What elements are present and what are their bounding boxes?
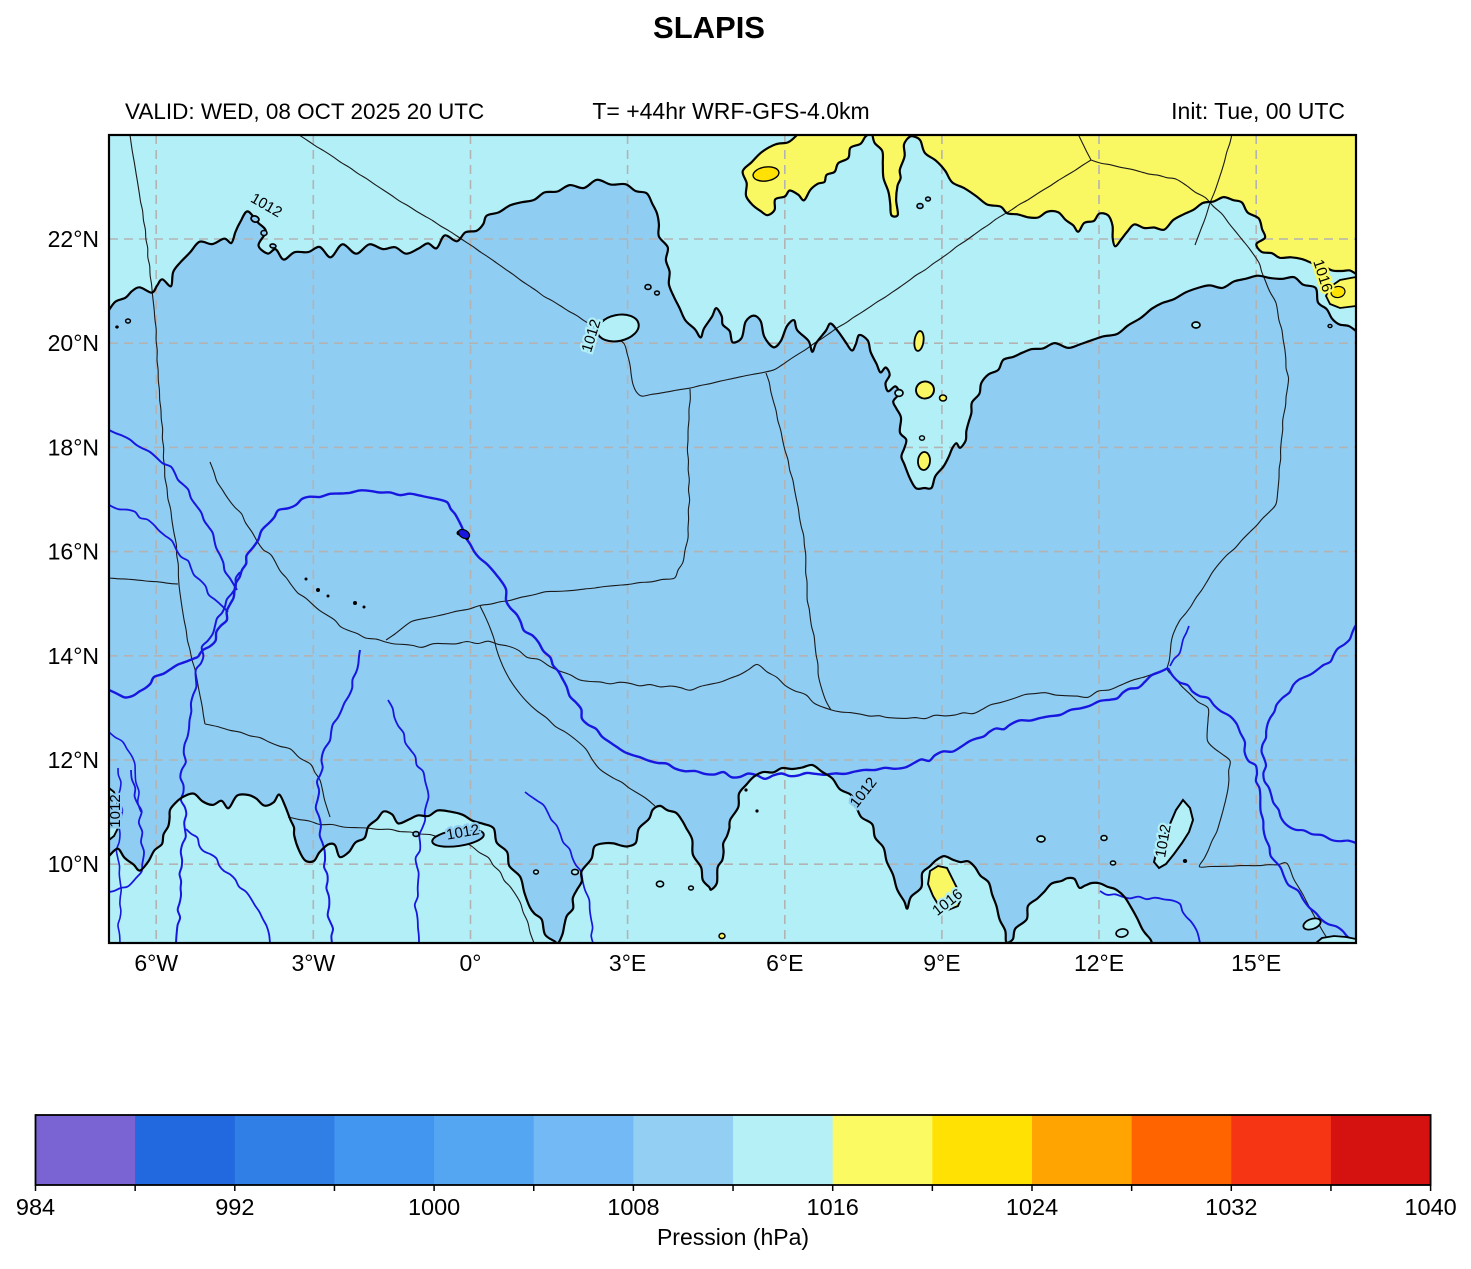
- svg-text:14°N: 14°N: [48, 643, 99, 669]
- svg-text:10°N: 10°N: [48, 851, 99, 877]
- svg-text:20°N: 20°N: [48, 330, 99, 356]
- svg-text:Init: Tue, 00 UTC: Init: Tue, 00 UTC: [1171, 98, 1345, 124]
- svg-text:3°E: 3°E: [609, 950, 646, 976]
- svg-text:3°W: 3°W: [291, 950, 335, 976]
- svg-text:SLAPIS: SLAPIS: [653, 10, 765, 45]
- svg-text:984: 984: [16, 1194, 55, 1220]
- svg-text:15°E: 15°E: [1231, 950, 1281, 976]
- svg-text:VALID: WED, 08 OCT 2025 20 UTC: VALID: WED, 08 OCT 2025 20 UTC: [125, 99, 484, 124]
- svg-text:18°N: 18°N: [48, 434, 99, 460]
- svg-text:1040: 1040: [1404, 1194, 1456, 1220]
- svg-text:992: 992: [215, 1194, 254, 1220]
- svg-text:0°: 0°: [460, 950, 482, 976]
- svg-text:Pression (hPa): Pression (hPa): [657, 1224, 809, 1250]
- svg-text:12°N: 12°N: [48, 747, 99, 773]
- svg-text:1016: 1016: [807, 1194, 859, 1220]
- svg-text:6°W: 6°W: [134, 950, 178, 976]
- svg-text:22°N: 22°N: [48, 226, 99, 252]
- svg-text:1032: 1032: [1205, 1194, 1257, 1220]
- svg-text:1024: 1024: [1006, 1194, 1058, 1220]
- svg-text:1008: 1008: [607, 1194, 659, 1220]
- svg-text:1000: 1000: [408, 1194, 460, 1220]
- svg-text:9°E: 9°E: [923, 950, 960, 976]
- svg-text:6°E: 6°E: [766, 950, 803, 976]
- svg-text:12°E: 12°E: [1074, 950, 1124, 976]
- svg-text:1012: 1012: [107, 794, 124, 827]
- svg-text:16°N: 16°N: [48, 539, 99, 565]
- svg-text:T= +44hr WRF-GFS-4.0km: T= +44hr WRF-GFS-4.0km: [592, 98, 869, 124]
